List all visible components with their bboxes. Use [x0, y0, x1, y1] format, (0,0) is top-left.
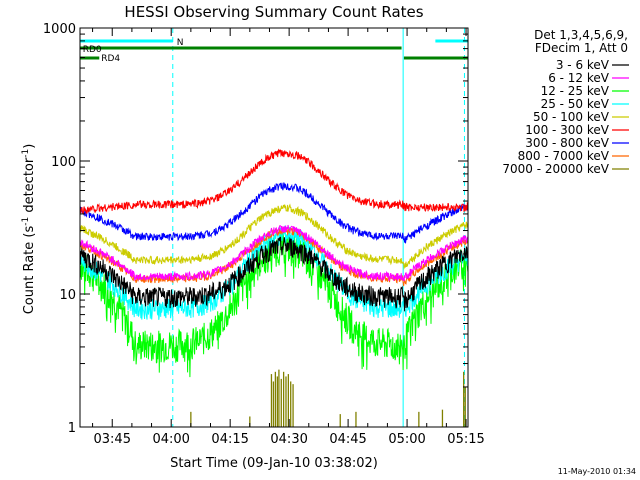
plot-frame	[79, 27, 469, 428]
series-line	[80, 203, 468, 270]
y-axis-label: Count Rate (s-1 detector-1)	[21, 144, 37, 315]
x-axis-label: Start Time (09-Jan-10 03:38:02)	[170, 456, 378, 471]
legend-label: 3 - 6 keV	[556, 58, 610, 72]
x-axis: 03:45 04:00 04:15 04:30 04:45 05:00 05:15	[92, 28, 485, 447]
legend-label: 12 - 25 keV	[541, 84, 610, 98]
x-tick-label: 03:45	[94, 432, 131, 447]
legend-label: 7000 - 20000 keV	[502, 162, 609, 176]
y-tick-label: 1	[68, 421, 76, 436]
legend-header-2: FDecim 1, Att 0	[535, 41, 628, 55]
legend: Det 1,3,4,5,6,9, FDecim 1, Att 0 3 - 6 k…	[502, 28, 629, 176]
legend-header-1: Det 1,3,4,5,6,9,	[534, 28, 628, 42]
legend-label: 100 - 300 keV	[525, 123, 609, 137]
timestamp: 11-May-2010 01:34	[558, 467, 636, 476]
x-tick-label: 04:30	[270, 432, 307, 447]
legend-label: 800 - 7000 keV	[518, 149, 610, 163]
series-line	[80, 236, 468, 312]
y-tick-label: 10	[59, 288, 76, 303]
series-line	[80, 224, 468, 282]
x-tick-label: 05:00	[388, 432, 425, 447]
series-line	[80, 182, 468, 244]
x-tick-label: 05:15	[447, 432, 484, 447]
y-axis: 1 10 100 1000	[43, 22, 468, 436]
chart-title: HESSI Observing Summary Count Rates	[124, 3, 423, 21]
y-tick-label: 1000	[43, 22, 76, 37]
flag-label-rd4: RD4	[101, 54, 120, 64]
x-tick-label: 04:00	[152, 432, 189, 447]
flag-label-n: N	[177, 38, 184, 48]
legend-label: 6 - 12 keV	[548, 71, 610, 85]
series-line	[80, 148, 468, 215]
legend-label: 25 - 50 keV	[541, 97, 610, 111]
legend-label: 300 - 800 keV	[525, 136, 609, 150]
legend-label: 50 - 100 keV	[533, 110, 610, 124]
flag-label-rd0: RD0	[83, 45, 102, 55]
x-tick-label: 04:45	[329, 432, 366, 447]
x-tick-label: 04:15	[211, 432, 248, 447]
y-tick-label: 100	[51, 155, 76, 170]
